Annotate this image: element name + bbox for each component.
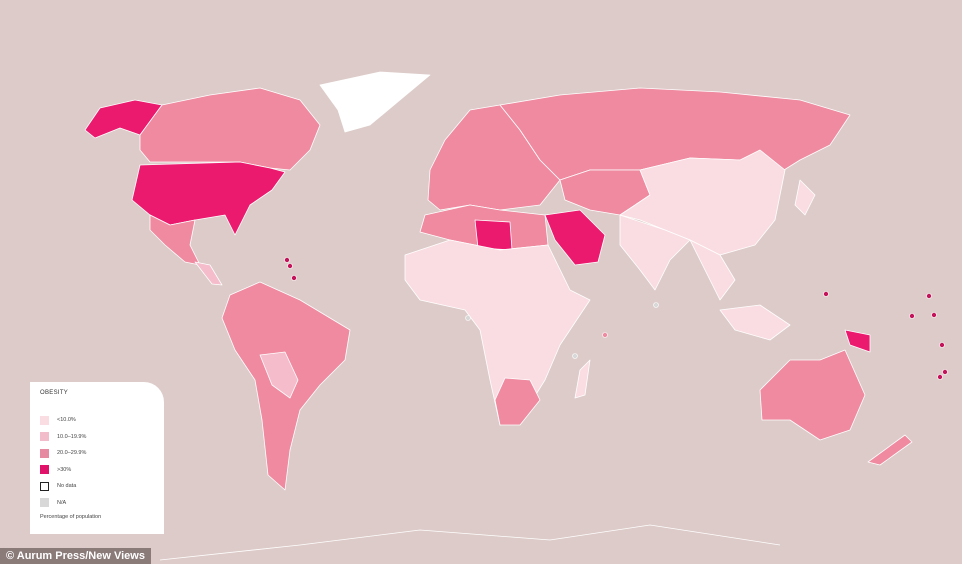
island-marker[interactable] <box>939 342 945 348</box>
island-marker[interactable] <box>602 332 608 338</box>
region-southeast-asia[interactable] <box>689 239 736 301</box>
region-papua-new-guinea[interactable] <box>844 329 871 353</box>
legend-item-10-20: 10.0–19.9% <box>40 429 154 445</box>
legend-title: OBESITY <box>40 390 69 396</box>
legend-label: 20.0–29.9% <box>57 450 87 456</box>
legend-swatch <box>40 432 49 441</box>
region-bolivia-paraguay[interactable] <box>259 351 299 399</box>
legend-swatch <box>40 448 49 458</box>
region-japan[interactable] <box>794 179 816 216</box>
region-greenland <box>319 71 431 133</box>
legend-label: N/A <box>57 499 67 506</box>
island-marker[interactable] <box>572 353 578 359</box>
region-southern-africa[interactable] <box>494 377 541 426</box>
region-antarctica <box>159 524 781 561</box>
legend-swatch <box>40 481 49 491</box>
island-marker[interactable] <box>823 291 829 297</box>
photo-credit: © Aurum Press/New Views <box>0 548 151 564</box>
region-libya[interactable] <box>474 219 513 251</box>
legend-label: >30% <box>57 466 72 473</box>
region-canada[interactable] <box>139 87 321 171</box>
island-marker[interactable] <box>937 374 943 380</box>
island-marker[interactable] <box>291 275 297 281</box>
region-central-america[interactable] <box>194 261 223 286</box>
legend-label: No data <box>57 483 77 489</box>
legend-item-20-30: 20.0–29.9% <box>40 445 154 461</box>
legend-item-na: N/A <box>40 495 154 511</box>
legend-swatch <box>40 415 49 425</box>
legend-item-no-data: No data <box>40 478 154 494</box>
legend-label: 10.0–19.9% <box>57 433 87 440</box>
region-new-zealand[interactable] <box>867 434 913 466</box>
region-madagascar[interactable] <box>574 359 591 399</box>
map-legend: OBESITY <10.0% 10.0–19.9% 20.0–29.9% >30… <box>30 382 164 534</box>
island-marker[interactable] <box>465 315 471 321</box>
island-marker[interactable] <box>287 263 293 269</box>
island-marker[interactable] <box>926 293 932 299</box>
island-marker[interactable] <box>909 313 915 319</box>
island-marker[interactable] <box>653 302 659 308</box>
region-saudi-arabia[interactable] <box>544 209 606 266</box>
region-india[interactable] <box>619 214 691 291</box>
region-australia[interactable] <box>759 349 866 441</box>
island-marker[interactable] <box>942 369 948 375</box>
legend-swatch <box>40 465 49 474</box>
island-marker[interactable] <box>284 257 290 263</box>
legend-label: <10.0% <box>57 417 76 423</box>
region-indonesia[interactable] <box>719 304 791 341</box>
legend-note: Percentage of population <box>40 513 102 520</box>
legend-item-over-30: >30% <box>40 462 154 478</box>
island-marker[interactable] <box>931 312 937 318</box>
legend-swatch <box>40 498 49 507</box>
legend-item-under-10: <10.0% <box>40 412 154 428</box>
